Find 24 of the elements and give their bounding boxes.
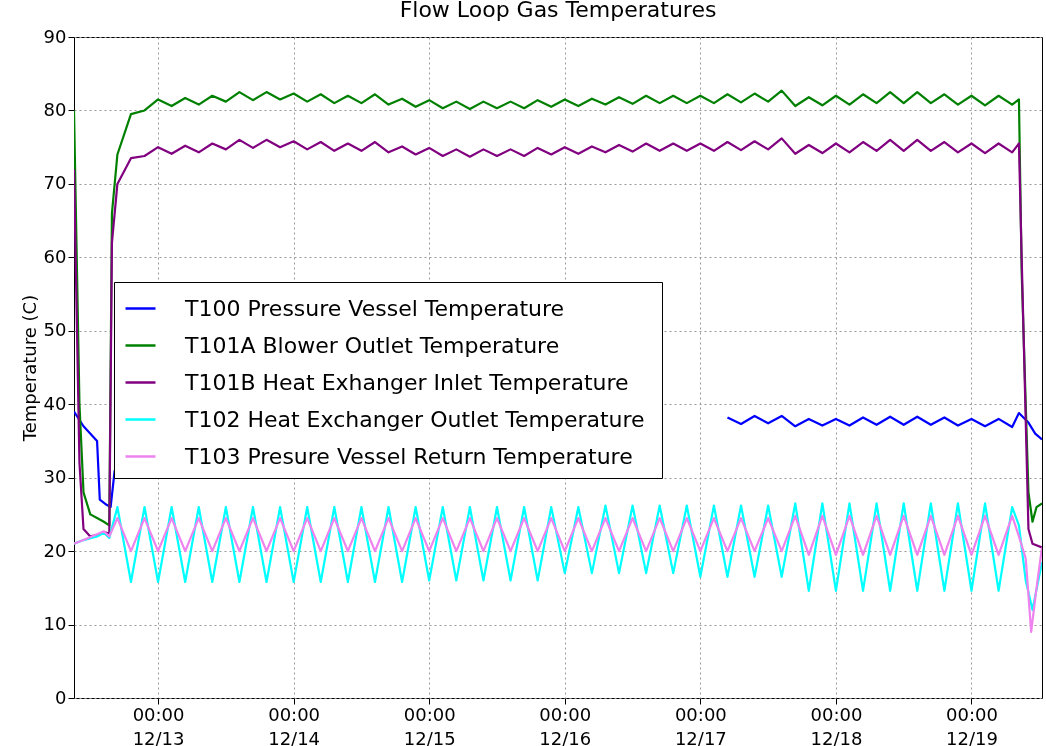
y-tick-label: 60 [43, 245, 67, 267]
y-tick-label: 70 [43, 172, 67, 194]
chart-title: Flow Loop Gas Temperatures [399, 0, 717, 22]
x-tick-label: 00:00 12/13 [132, 703, 185, 746]
y-tick-label: 30 [43, 466, 67, 488]
y-tick-label: 50 [43, 319, 67, 341]
x-tick-label: 00:00 12/16 [539, 703, 592, 746]
legend-label: T102 Heat Exchanger Outlet Temperature [184, 406, 645, 432]
y-axis-title: Temperature (C) [18, 294, 40, 443]
x-tick-label: 00:00 12/18 [810, 703, 863, 746]
x-tick-label: 00:00 12/19 [946, 703, 998, 746]
y-tick-label: 20 [43, 539, 67, 561]
legend-label: T103 Presure Vessel Return Temperature [184, 443, 633, 469]
x-tick-label: 00:00 12/17 [674, 703, 727, 746]
y-tick-label: 40 [43, 392, 67, 414]
y-tick-label: 0 [55, 686, 67, 708]
legend-label: T101A Blower Outlet Temperature [184, 332, 560, 358]
y-tick-label: 80 [43, 98, 67, 120]
legend-label: T100 Pressure Vessel Temperature [184, 295, 565, 321]
legend-label: T101B Heat Exhanger Inlet Temperature [184, 369, 629, 395]
x-tick-label: 00:00 12/15 [403, 703, 456, 746]
x-tick-label: 00:00 12/14 [268, 703, 321, 746]
y-tick-label: 90 [43, 25, 67, 47]
y-tick-label: 10 [43, 613, 67, 635]
